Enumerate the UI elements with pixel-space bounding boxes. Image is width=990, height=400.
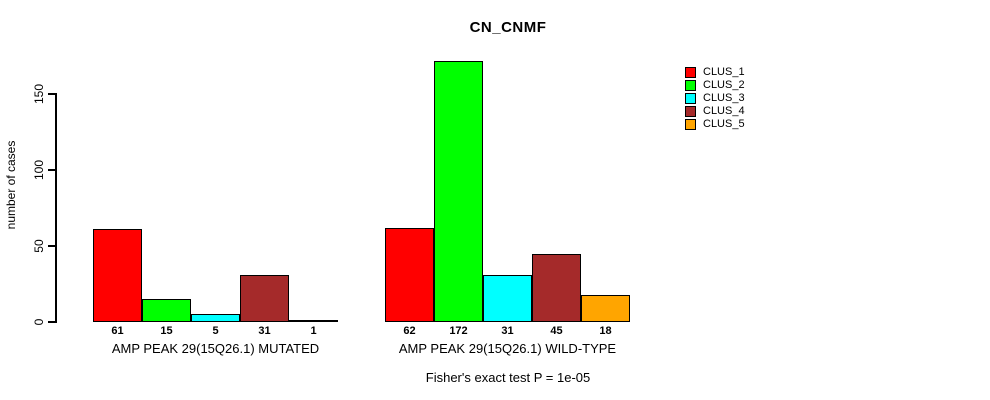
bar-value-label: 172 (449, 325, 468, 337)
legend-label: CLUS_3 (703, 92, 745, 104)
bar-clus_3-group1 (191, 314, 240, 322)
legend-swatch-clus_4 (685, 106, 696, 117)
legend-item: CLUS_3 (685, 92, 745, 105)
bar-value-label: 31 (501, 325, 514, 337)
bar-value-label: 15 (160, 325, 173, 337)
bar-clus_4-group1 (240, 275, 289, 322)
legend: CLUS_1 CLUS_2 CLUS_3 CLUS_4 CLUS_5 (685, 66, 745, 131)
bar-value-label: 62 (403, 325, 416, 337)
legend-swatch-clus_1 (685, 67, 696, 78)
legend-swatch-clus_5 (685, 119, 696, 130)
bar-value-label: 5 (212, 325, 219, 337)
y-axis-tick-label: 0 (32, 318, 46, 326)
bar-clus_5-group1 (289, 320, 338, 322)
bar-clus_2-group2 (434, 61, 483, 322)
legend-item: CLUS_2 (685, 79, 745, 92)
bar-clus_5-group2 (581, 295, 630, 322)
bar-clus_1-group1 (93, 229, 142, 322)
bar-clus_4-group2 (532, 254, 581, 322)
y-axis-tick (48, 321, 55, 323)
legend-label: CLUS_4 (703, 105, 745, 117)
legend-swatch-clus_2 (685, 80, 696, 91)
y-axis-tick (48, 245, 55, 247)
y-axis-tick-label: 100 (32, 159, 46, 181)
y-axis-tick-label: 150 (32, 83, 46, 105)
x-group-label: AMP PEAK 29(15Q26.1) WILD-TYPE (398, 341, 617, 356)
y-axis-tick-label: 50 (32, 239, 46, 253)
y-axis-line (55, 93, 57, 323)
x-group-label: AMP PEAK 29(15Q26.1) MUTATED (111, 341, 320, 356)
y-axis-tick (48, 93, 55, 95)
bar-value-label: 1 (310, 325, 317, 337)
y-axis-tick (48, 169, 55, 171)
legend-item: CLUS_4 (685, 105, 745, 118)
legend-swatch-clus_3 (685, 93, 696, 104)
chart-title: CN_CNMF (469, 19, 547, 36)
bar-clus_3-group2 (483, 275, 532, 322)
bar-value-label: 45 (550, 325, 563, 337)
legend-item: CLUS_1 (685, 66, 745, 79)
bar-value-label: 31 (258, 325, 271, 337)
legend-item: CLUS_5 (685, 118, 745, 131)
legend-label: CLUS_5 (703, 118, 745, 130)
bar-clus_2-group1 (142, 299, 191, 322)
legend-label: CLUS_2 (703, 79, 745, 91)
bar-value-label: 61 (111, 325, 124, 337)
bar-value-label: 18 (599, 325, 612, 337)
bar-clus_1-group2 (385, 228, 434, 322)
legend-label: CLUS_1 (703, 66, 745, 78)
footnote: Fisher's exact test P = 1e-05 (425, 370, 591, 385)
